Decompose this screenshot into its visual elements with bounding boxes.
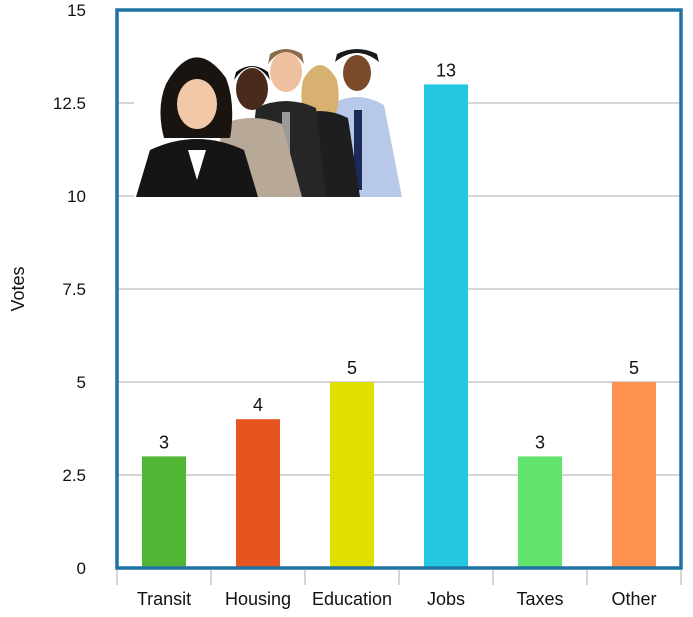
y-tick-label: 2.5: [62, 466, 86, 485]
y-tick-label: 15: [67, 1, 86, 20]
data-label: 3: [535, 432, 545, 452]
bar-other: [612, 382, 656, 568]
data-label: 13: [436, 60, 456, 80]
x-axis: Transit Housing Education Jobs Taxes Other: [116, 570, 682, 609]
x-tick-label: Taxes: [516, 589, 563, 609]
y-tick-label: 0: [77, 559, 86, 578]
x-tick-label: Other: [611, 589, 656, 609]
data-label: 3: [159, 432, 169, 452]
y-axis-label: Votes: [8, 266, 28, 311]
y-tick-label: 7.5: [62, 280, 86, 299]
bar-taxes: [518, 456, 562, 568]
x-tick-label: Housing: [225, 589, 291, 609]
data-label: 5: [629, 358, 639, 378]
bar-jobs: [424, 84, 468, 569]
bars: [142, 84, 656, 569]
y-tick-label: 10: [67, 187, 86, 206]
y-axis: 0 2.5 5 7.5 10 12.5 15: [53, 1, 86, 578]
x-tick-label: Jobs: [427, 589, 465, 609]
y-tick-label: 12.5: [53, 94, 86, 113]
bar-education: [330, 382, 374, 568]
bar-housing: [236, 419, 280, 568]
data-label: 5: [347, 358, 357, 378]
y-tick-label: 5: [77, 373, 86, 392]
bar-transit: [142, 456, 186, 568]
plot-frame: [115, 8, 683, 570]
x-tick-label: Education: [312, 589, 392, 609]
data-labels: 3 4 5 13 3 5: [159, 60, 639, 452]
group-photo-icon: [134, 44, 424, 197]
x-tick-label: Transit: [137, 589, 191, 609]
data-label: 4: [253, 395, 263, 415]
